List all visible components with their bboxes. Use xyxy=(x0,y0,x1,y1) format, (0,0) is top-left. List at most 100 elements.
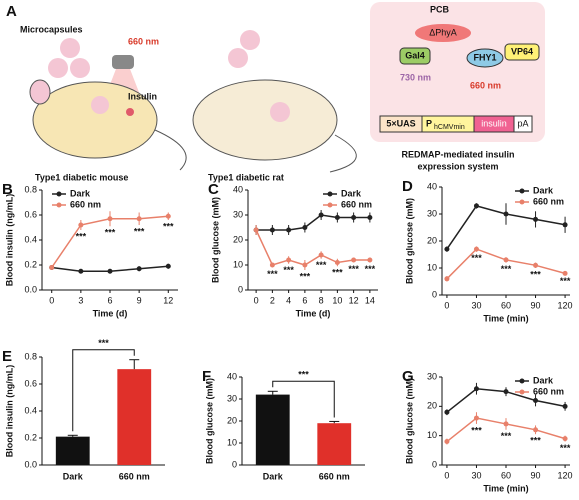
point xyxy=(562,403,568,409)
point xyxy=(444,246,450,252)
y-tick-label: 10 xyxy=(233,259,243,269)
point xyxy=(302,225,308,230)
panel-a: A Microcapsules 660 nm Insulin Type1 dia… xyxy=(6,2,545,182)
panel-letter: F xyxy=(202,368,211,385)
line xyxy=(256,214,370,231)
point xyxy=(503,211,509,217)
point xyxy=(473,386,479,392)
significance: *** xyxy=(267,269,278,279)
y-tick-label: 0 xyxy=(432,459,437,469)
x-tick-label: 12 xyxy=(349,295,359,305)
y-tick-label: 0 xyxy=(238,284,243,294)
x-tick-label: 0 xyxy=(444,470,449,480)
significance: *** xyxy=(98,338,109,348)
panel-letter: A xyxy=(6,3,17,20)
y-tick-label: 0 xyxy=(432,289,437,299)
y-tick-label: 20 xyxy=(227,415,237,425)
point xyxy=(78,268,84,274)
point xyxy=(562,222,568,228)
point xyxy=(503,257,509,263)
bar xyxy=(117,369,152,465)
point xyxy=(367,257,373,263)
x-tick-label: 8 xyxy=(319,295,324,305)
significance: *** xyxy=(283,265,294,275)
x-tick-label: 660 nm xyxy=(319,471,350,481)
panel-letter: G xyxy=(402,368,414,385)
significance: *** xyxy=(332,268,343,278)
label: 660 nm xyxy=(128,36,159,46)
y-tick-label: 0 xyxy=(232,459,237,469)
fhy1 xyxy=(466,48,504,68)
y-axis-label: Blood insulin (ng/mL) xyxy=(4,365,14,457)
y-tick-label: 0.8 xyxy=(24,351,37,361)
capsule xyxy=(48,58,68,78)
caption: Type1 diabetic rat xyxy=(208,172,284,182)
capsule xyxy=(228,48,248,68)
lamp xyxy=(112,55,134,69)
label: Microcapsules xyxy=(20,24,83,34)
legend-label: Dark xyxy=(533,185,554,195)
legend-marker xyxy=(56,202,62,208)
caption: expression system xyxy=(417,161,498,171)
point xyxy=(334,260,340,265)
legend-label: 660 nm xyxy=(341,199,372,209)
x-tick-label: 0 xyxy=(444,300,449,310)
x-tick-label: 120 xyxy=(558,300,573,310)
bar xyxy=(255,394,290,465)
point xyxy=(533,397,539,403)
x-tick-label: 3 xyxy=(78,295,83,305)
point xyxy=(286,257,292,263)
y-tick-label: 30 xyxy=(227,393,237,403)
x-tick-label: 4 xyxy=(286,295,291,305)
y-tick-label: 0.6 xyxy=(24,378,37,388)
x-axis-label: Time (min) xyxy=(483,313,528,323)
capsule xyxy=(60,38,80,58)
x-tick-label: Dark xyxy=(63,471,84,481)
y-tick-label: 0.6 xyxy=(24,209,37,219)
point xyxy=(334,215,340,220)
label: ΔPhyA xyxy=(429,27,457,37)
x-tick-label: 9 xyxy=(137,295,142,305)
x-tick-label: 30 xyxy=(471,470,481,480)
x-tick-label: 90 xyxy=(531,300,541,310)
legend-marker xyxy=(327,191,333,197)
significance: *** xyxy=(560,276,571,286)
system-box xyxy=(370,2,545,142)
point xyxy=(49,265,55,270)
point xyxy=(286,227,292,233)
point xyxy=(367,215,373,220)
point xyxy=(473,203,479,209)
legend-label: Dark xyxy=(341,188,362,198)
x-tick-label: 10 xyxy=(332,295,342,305)
point xyxy=(136,266,142,272)
x-axis-label: Time (min) xyxy=(483,483,528,493)
point xyxy=(444,409,450,415)
x-tick-label: 0 xyxy=(49,295,54,305)
point xyxy=(562,436,568,442)
point xyxy=(253,227,259,233)
significance: *** xyxy=(471,425,482,435)
x-tick-label: 2 xyxy=(270,295,275,305)
point xyxy=(533,262,539,268)
point xyxy=(318,252,324,258)
x-tick-label: 0 xyxy=(254,295,259,305)
insulin-dot xyxy=(126,108,134,116)
label: 660 nm xyxy=(470,80,501,90)
vp64 xyxy=(504,43,540,61)
y-tick-label: 10 xyxy=(427,262,437,272)
legend-label: 660 nm xyxy=(533,386,564,396)
legend-marker xyxy=(519,389,525,395)
y-tick-label: 30 xyxy=(427,208,437,218)
label: Insulin xyxy=(128,91,157,101)
point xyxy=(503,421,509,427)
y-axis-label: Blood insulin (ng/mL) xyxy=(4,194,14,286)
legend-marker xyxy=(56,191,62,197)
y-tick-label: 10 xyxy=(427,430,437,440)
label: 730 nm xyxy=(400,72,431,82)
x-tick-label: 660 nm xyxy=(119,471,150,481)
x-tick-label: 14 xyxy=(365,295,375,305)
gal4 xyxy=(399,47,431,65)
y-tick-label: 0.0 xyxy=(24,459,37,469)
x-axis-label: Time (d) xyxy=(93,308,128,318)
point xyxy=(136,216,142,222)
